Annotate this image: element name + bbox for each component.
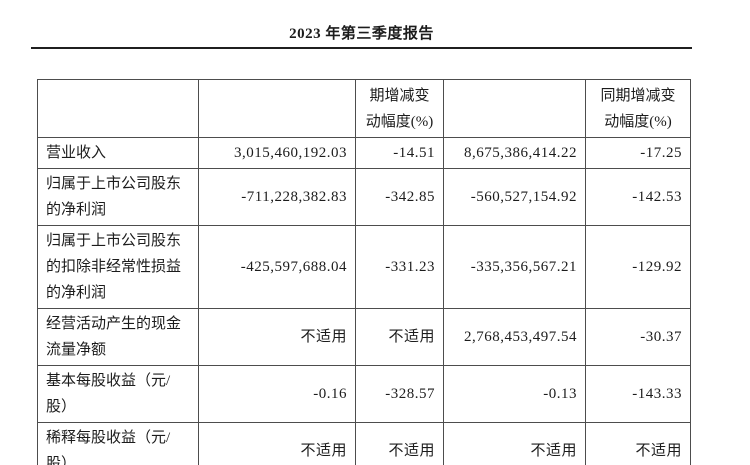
cell-current-change: 不适用 <box>355 422 444 465</box>
cell-ytd-change: 不适用 <box>585 422 691 465</box>
cell-current-change: -342.85 <box>355 168 444 226</box>
cell-ytd-value: -0.13 <box>443 365 586 423</box>
cell-current-change: -328.57 <box>355 365 444 423</box>
header-ytd-change: 同期增减变 动幅度(%) <box>585 79 691 138</box>
cell-current-value: 3,015,460,192.03 <box>198 137 356 169</box>
header-current-value <box>198 79 356 138</box>
cell-ytd-change: -142.53 <box>585 168 691 226</box>
table-header-row: 期增减变 动幅度(%) 同期增减变 动幅度(%) <box>37 79 691 138</box>
cell-current-change: -331.23 <box>355 225 444 309</box>
cell-ytd-change: -129.92 <box>585 225 691 309</box>
cell-ytd-value: -560,527,154.92 <box>443 168 586 226</box>
cell-ytd-change: -143.33 <box>585 365 691 423</box>
table-row-net-profit: 归属于上市公司股东 的净利润 -711,228,382.83 -342.85 -… <box>37 168 691 226</box>
cell-current-value: -711,228,382.83 <box>198 168 356 226</box>
cell-current-change: -14.51 <box>355 137 444 169</box>
report-title: 2023 年第三季度报告 <box>289 26 434 42</box>
cell-current-value: -0.16 <box>198 365 356 423</box>
row-label: 归属于上市公司股东 的扣除非经常性损益 的净利润 <box>37 225 199 309</box>
header-ytd-value <box>443 79 586 138</box>
header-current-change: 期增减变 动幅度(%) <box>355 79 444 138</box>
cell-ytd-change: -17.25 <box>585 137 691 169</box>
cell-ytd-value: 不适用 <box>443 422 586 465</box>
table-row-revenue: 营业收入 3,015,460,192.03 -14.51 8,675,386,4… <box>37 137 691 169</box>
table-row-operating-cash-flow: 经营活动产生的现金 流量净额 不适用 不适用 2,768,453,497.54 … <box>37 308 691 366</box>
cell-current-value: 不适用 <box>198 308 356 366</box>
row-label: 稀释每股收益（元/ 股） <box>37 422 199 465</box>
row-label: 营业收入 <box>37 137 199 169</box>
row-label: 经营活动产生的现金 流量净额 <box>37 308 199 366</box>
cell-current-value: 不适用 <box>198 422 356 465</box>
row-label: 基本每股收益（元/ 股） <box>37 365 199 423</box>
report-header: 2023 年第三季度报告 <box>31 26 692 49</box>
cell-ytd-change: -30.37 <box>585 308 691 366</box>
cell-current-change: 不适用 <box>355 308 444 366</box>
row-label: 归属于上市公司股东 的净利润 <box>37 168 199 226</box>
table-row-net-profit-excl-nonrecurring: 归属于上市公司股东 的扣除非经常性损益 的净利润 -425,597,688.04… <box>37 225 691 309</box>
financial-summary-table: 期增减变 动幅度(%) 同期增减变 动幅度(%) 营业收入 3,015,460,… <box>37 79 691 465</box>
cell-ytd-value: 2,768,453,497.54 <box>443 308 586 366</box>
table-row-diluted-eps: 稀释每股收益（元/ 股） 不适用 不适用 不适用 不适用 <box>37 422 691 465</box>
cell-ytd-value: 8,675,386,414.22 <box>443 137 586 169</box>
cell-ytd-value: -335,356,567.21 <box>443 225 586 309</box>
cell-current-value: -425,597,688.04 <box>198 225 356 309</box>
table-row-basic-eps: 基本每股收益（元/ 股） -0.16 -328.57 -0.13 -143.33 <box>37 365 691 423</box>
header-item <box>37 79 199 138</box>
